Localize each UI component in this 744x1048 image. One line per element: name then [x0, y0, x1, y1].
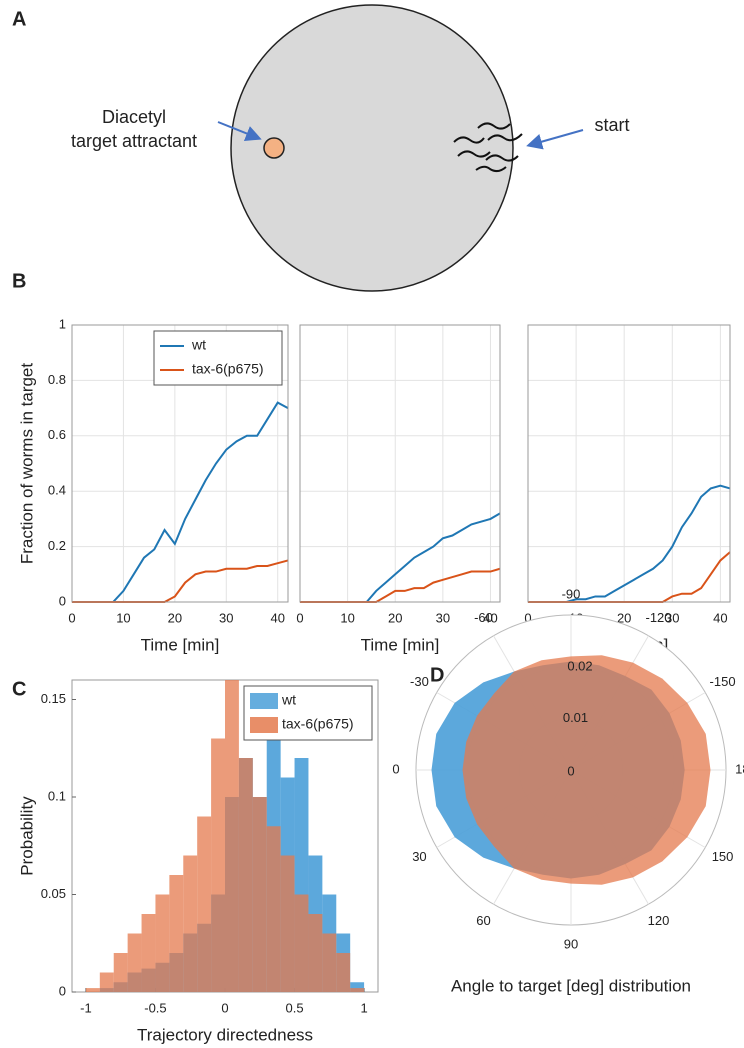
histogram-bar: [266, 826, 281, 992]
y-tick-label: 1: [59, 316, 66, 331]
x-tick-label: 20: [168, 610, 182, 625]
arrow: [217, 121, 262, 141]
theta-tick-label: 60: [476, 913, 490, 928]
x-axis-label: Time [min]: [141, 635, 220, 654]
x-tick-label: 40: [483, 610, 497, 625]
panel-label: D: [430, 664, 444, 686]
x-tick-label: 30: [665, 610, 679, 625]
legend-swatch: [250, 717, 278, 733]
theta-tick-label: -120: [645, 610, 671, 625]
histogram-bar: [322, 933, 337, 992]
plot-area: [299, 324, 501, 603]
theta-tick-label: -30: [410, 674, 429, 689]
r-tick-label: 0.02: [567, 658, 592, 673]
histogram-bar: [308, 914, 323, 992]
x-tick-label: 40: [270, 610, 284, 625]
y-axis-label: Fraction of worms in target: [17, 363, 36, 565]
histogram-bar: [127, 933, 142, 992]
x-tick-label: 20: [617, 610, 631, 625]
worms: [453, 122, 523, 173]
y-tick-label: 0.1: [48, 788, 66, 803]
target-label: target attractant: [71, 131, 197, 151]
histogram-bar: [238, 758, 253, 992]
theta-tick-label: 0: [392, 761, 399, 776]
theta-tick-label: 30: [412, 849, 426, 864]
y-tick-label: 0: [59, 593, 66, 608]
panel-label: A: [12, 8, 26, 30]
diagram-a: A Diacetyl target attractant start: [12, 4, 630, 292]
panel-label: B: [12, 270, 26, 292]
theta-tick-label: 120: [648, 913, 670, 928]
x-tick-label: -0.5: [144, 1000, 166, 1015]
plot-border: [71, 324, 289, 603]
histogram-bar: [336, 953, 351, 992]
arrow: [526, 129, 584, 150]
x-tick-label: 30: [219, 610, 233, 625]
x-tick-label: 10: [340, 610, 354, 625]
plot-area: [527, 324, 731, 603]
plot-border: [527, 324, 731, 603]
histogram-bar: [155, 894, 170, 992]
histogram-bar: [211, 738, 225, 992]
histogram-bar: [169, 875, 184, 992]
polar-area: [462, 655, 711, 885]
histogram-bar: [280, 855, 295, 992]
target: [263, 137, 285, 159]
x-tick-label: 20: [388, 610, 402, 625]
y-tick-label: 0.05: [41, 886, 66, 901]
histogram-bar: [350, 988, 365, 992]
histogram-bar: [350, 982, 365, 992]
histogram-bar: [113, 953, 128, 992]
r-tick-label: 0: [567, 763, 574, 778]
legend-label: wt: [281, 692, 296, 708]
legend-box: [153, 330, 283, 386]
theta-tick-label: 90: [564, 936, 578, 951]
x-tick-label: -1: [80, 1000, 92, 1015]
histogram-bar: [252, 797, 267, 992]
start-label: start: [594, 115, 629, 135]
y-tick-label: 0: [59, 983, 66, 998]
x-axis-label: Time [min]: [361, 635, 440, 654]
y-tick-label: 0.4: [48, 483, 66, 498]
histogram-bar: [197, 816, 212, 992]
y-tick-label: 0.2: [48, 538, 66, 553]
x-tick-label: 0: [296, 610, 303, 625]
x-tick-label: 1: [360, 1000, 367, 1015]
dish: [230, 4, 514, 292]
legend-swatch: [250, 693, 278, 709]
legend-label: tax-6(p675): [192, 361, 264, 377]
y-tick-label: 0.8: [48, 372, 66, 387]
x-tick-label: 0: [221, 1000, 228, 1015]
histogram-bar: [183, 855, 198, 992]
legend-label: tax-6(p675): [282, 716, 354, 732]
legend-label: wt: [191, 337, 206, 353]
plot-border: [299, 324, 501, 603]
y-tick-label: 0.15: [41, 691, 66, 706]
x-tick-label: 30: [436, 610, 450, 625]
theta-tick-label: -150: [710, 674, 736, 689]
x-axis-label: Trajectory directedness: [137, 1025, 313, 1044]
y-axis-label: Probability: [17, 796, 36, 876]
panel-label: C: [12, 678, 26, 700]
x-tick-label: 0.5: [286, 1000, 304, 1015]
x-tick-label: 40: [713, 610, 727, 625]
histogram-bar: [85, 988, 100, 992]
target-label: Diacetyl: [102, 107, 166, 127]
theta-tick-label: -90: [562, 586, 581, 601]
x-tick-label: 10: [116, 610, 130, 625]
theta-tick-label: 150: [712, 849, 734, 864]
histogram-bar: [225, 680, 239, 992]
r-tick-label: 0.01: [563, 710, 588, 725]
theta-tick-label: -60: [474, 610, 493, 625]
x-tick-label: 0: [524, 610, 531, 625]
histogram-bar: [141, 914, 156, 992]
x-tick-label: 0: [68, 610, 75, 625]
theta-tick-label: 180: [735, 761, 744, 776]
histogram-bar: [99, 972, 114, 992]
y-tick-label: 0.6: [48, 427, 66, 442]
histogram-bar: [294, 894, 309, 992]
x-axis-label: Angle to target [deg] distribution: [451, 976, 691, 995]
